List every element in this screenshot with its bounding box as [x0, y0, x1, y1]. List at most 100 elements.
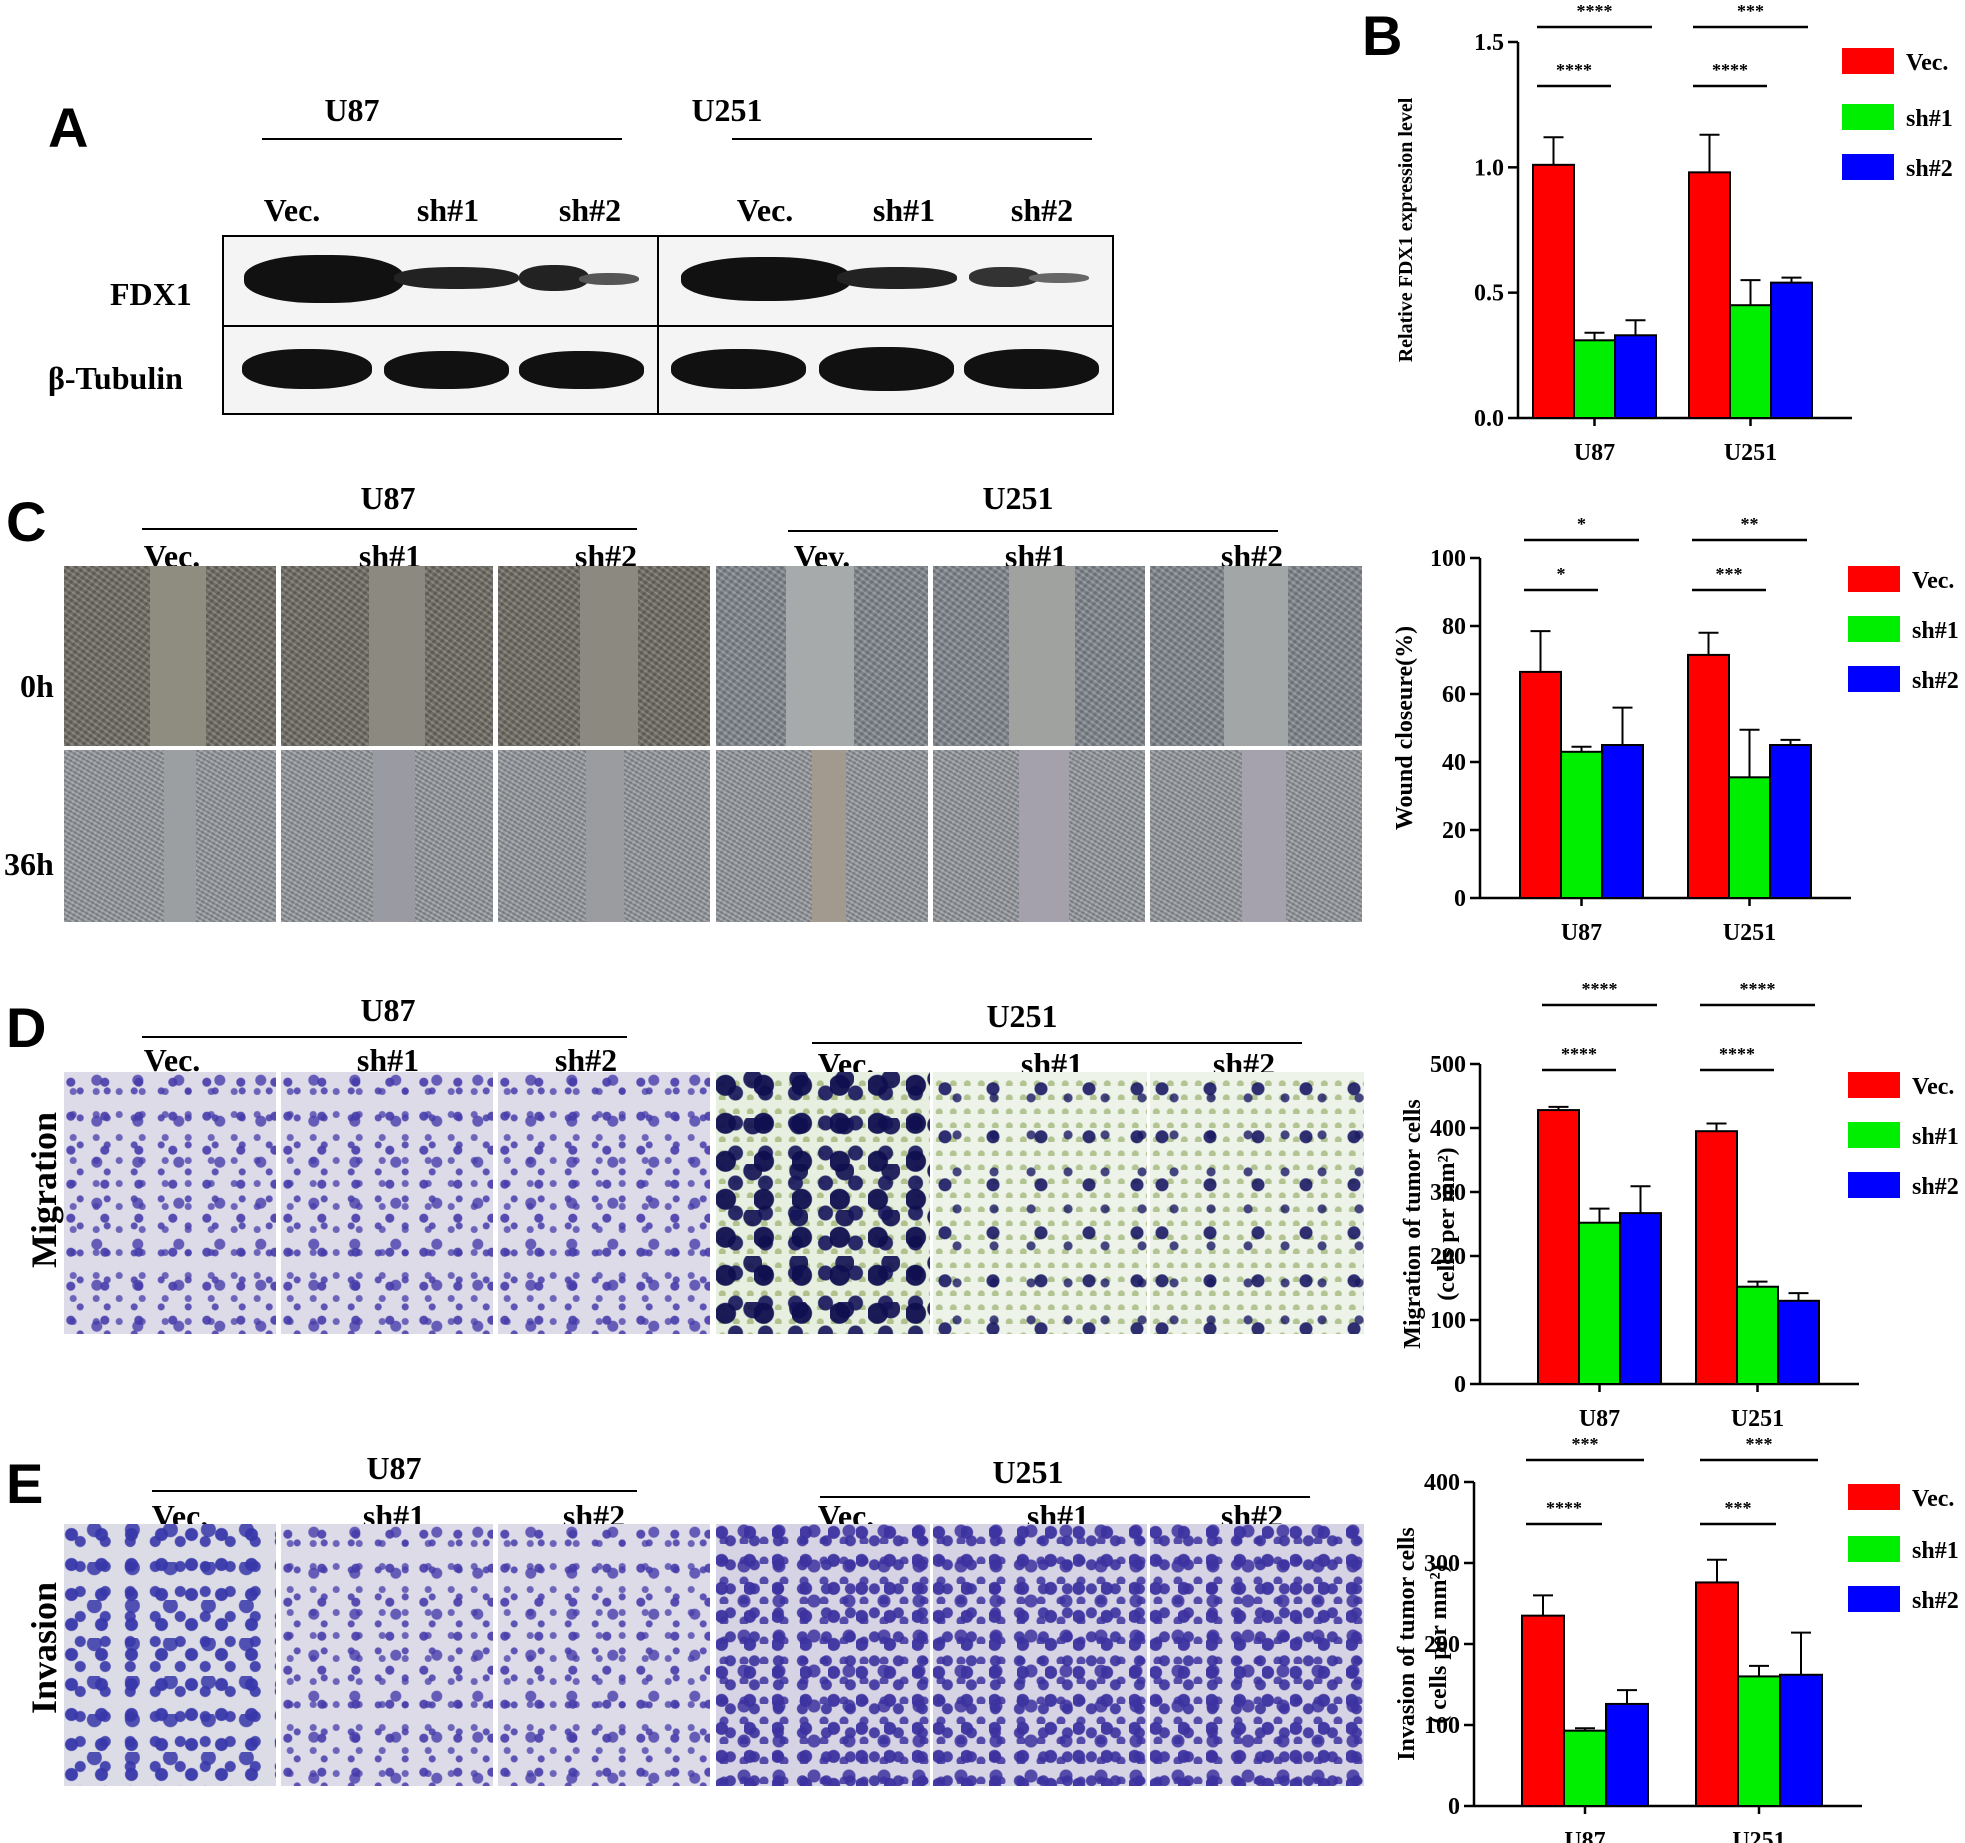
y-tick-label: 0.5	[1474, 281, 1504, 307]
y-tick-label: 0.0	[1474, 406, 1504, 432]
significance-label: ***	[1737, 1, 1764, 21]
significance-label: ***	[1572, 1434, 1599, 1454]
invasion-image-u87-sh1	[281, 1524, 493, 1786]
y-tick-label: 20	[1442, 818, 1466, 844]
wound-group-u251-line	[788, 530, 1278, 532]
y-axis-label: Invasion of tumor cells	[1394, 1527, 1420, 1761]
bar	[1688, 171, 1731, 419]
x-tick-label: U87	[1564, 1828, 1605, 1843]
blot-group-u251: U251	[691, 92, 763, 128]
y-tick-label: 100	[1430, 546, 1466, 572]
western-blot-tubulin-u251	[657, 325, 1114, 415]
blot-lane-label: sh#1	[416, 192, 480, 228]
y-axis-label-units: (cells per mm²)	[1434, 1147, 1460, 1300]
legend-swatch	[1848, 1172, 1900, 1198]
legend-swatch	[1842, 48, 1894, 74]
legend-label: sh#2	[1906, 156, 1953, 182]
legend-swatch	[1848, 1122, 1900, 1148]
invasion-group-u87-line	[152, 1490, 637, 1492]
bar	[1777, 1299, 1820, 1386]
y-tick-label: 0	[1448, 1794, 1460, 1820]
blot-row-label-fdx1: FDX1	[110, 276, 192, 312]
y-tick-label: 1.0	[1474, 155, 1504, 181]
wound-image-u87-sh1-0h	[281, 566, 493, 746]
panel-label-a: A	[48, 96, 89, 159]
legend-label: Vec.	[1912, 1486, 1954, 1512]
blot-group-u87-line	[262, 138, 622, 140]
bar	[1521, 1614, 1565, 1808]
bar	[1695, 1130, 1738, 1385]
blot-group-u87: U87	[324, 92, 380, 128]
legend-swatch	[1848, 1536, 1900, 1562]
legend-label: sh#2	[1912, 668, 1959, 694]
significance-label: *	[1557, 564, 1566, 584]
blot-lane-label: sh#2	[1010, 192, 1074, 228]
legend-label: sh#1	[1912, 1538, 1959, 1564]
y-tick-label: 300	[1430, 1180, 1466, 1206]
migration-image-u251-vec	[716, 1072, 930, 1334]
y-tick-label: 80	[1442, 614, 1466, 640]
wound-image-u87-sh2-36h	[498, 750, 710, 922]
migration-group-u251-line	[812, 1042, 1302, 1044]
bar	[1605, 1702, 1649, 1807]
bar	[1532, 163, 1575, 419]
wound-image-u251-sh2-36h	[1150, 750, 1362, 922]
legend-swatch	[1848, 1484, 1900, 1510]
legend-label: Vec.	[1906, 50, 1948, 76]
y-tick-label: 0	[1454, 1372, 1466, 1398]
significance-label: ****	[1561, 1044, 1597, 1064]
wound-image-u87-vec-0h	[64, 566, 276, 746]
migration-group-u251: U251	[986, 998, 1058, 1034]
y-tick-label: 60	[1442, 682, 1466, 708]
y-tick-label: 400	[1424, 1470, 1460, 1496]
legend-swatch	[1848, 666, 1900, 692]
blot-row-label-tubulin: β-Tubulin	[48, 360, 183, 396]
bar	[1519, 670, 1562, 900]
migration-group-u87-line	[142, 1036, 627, 1038]
wound-image-u251-vec-0h	[716, 566, 928, 746]
invasion-group-u251: U251	[992, 1454, 1064, 1490]
y-axis-label: Migration of tumor cells	[1400, 1099, 1426, 1349]
x-tick-label: U87	[1561, 920, 1602, 946]
migration-lane-label: Vec.	[143, 1042, 201, 1078]
western-blot-tubulin-u87	[222, 325, 661, 415]
legend-swatch	[1848, 616, 1900, 642]
legend-swatch	[1848, 1072, 1900, 1098]
migration-image-u251-sh1	[933, 1072, 1147, 1334]
y-tick-label: 100	[1430, 1308, 1466, 1334]
significance-label: ****	[1712, 60, 1748, 80]
wound-group-u251: U251	[982, 480, 1054, 516]
bar	[1729, 304, 1772, 420]
bar	[1537, 1109, 1580, 1385]
wound-image-u87-sh1-36h	[281, 750, 493, 922]
significance-label: ***	[1746, 1434, 1773, 1454]
bar	[1578, 1221, 1621, 1385]
y-tick-label: 0	[1454, 886, 1466, 912]
western-blot-fdx1-u87	[222, 235, 661, 327]
wound-group-u87-line	[142, 528, 637, 530]
blot-lane-label: sh#2	[558, 192, 622, 228]
y-tick-label: 200	[1430, 1244, 1466, 1270]
significance-label: ****	[1719, 1044, 1755, 1064]
panel-label-c: C	[6, 490, 47, 553]
bar	[1687, 653, 1730, 900]
significance-label: ***	[1716, 564, 1743, 584]
significance-label: ****	[1740, 979, 1776, 999]
migration-lane-label: sh#1	[356, 1042, 420, 1078]
x-tick-label: U251	[1732, 1828, 1785, 1843]
bar	[1619, 1212, 1662, 1385]
y-tick-label: 400	[1430, 1116, 1466, 1142]
bar	[1573, 339, 1616, 419]
y-tick-label: 200	[1424, 1632, 1460, 1658]
wound-row-label-36h: 36h	[4, 846, 54, 882]
significance-label: ***	[1725, 1498, 1752, 1518]
y-tick-label: 1.5	[1474, 30, 1504, 56]
legend-label: sh#1	[1912, 1124, 1959, 1150]
bar	[1779, 1673, 1823, 1808]
blot-group-u251-line	[732, 138, 1092, 140]
panel-label-b: B	[1362, 4, 1403, 67]
bar	[1728, 776, 1771, 899]
x-tick-label: U251	[1724, 440, 1777, 466]
